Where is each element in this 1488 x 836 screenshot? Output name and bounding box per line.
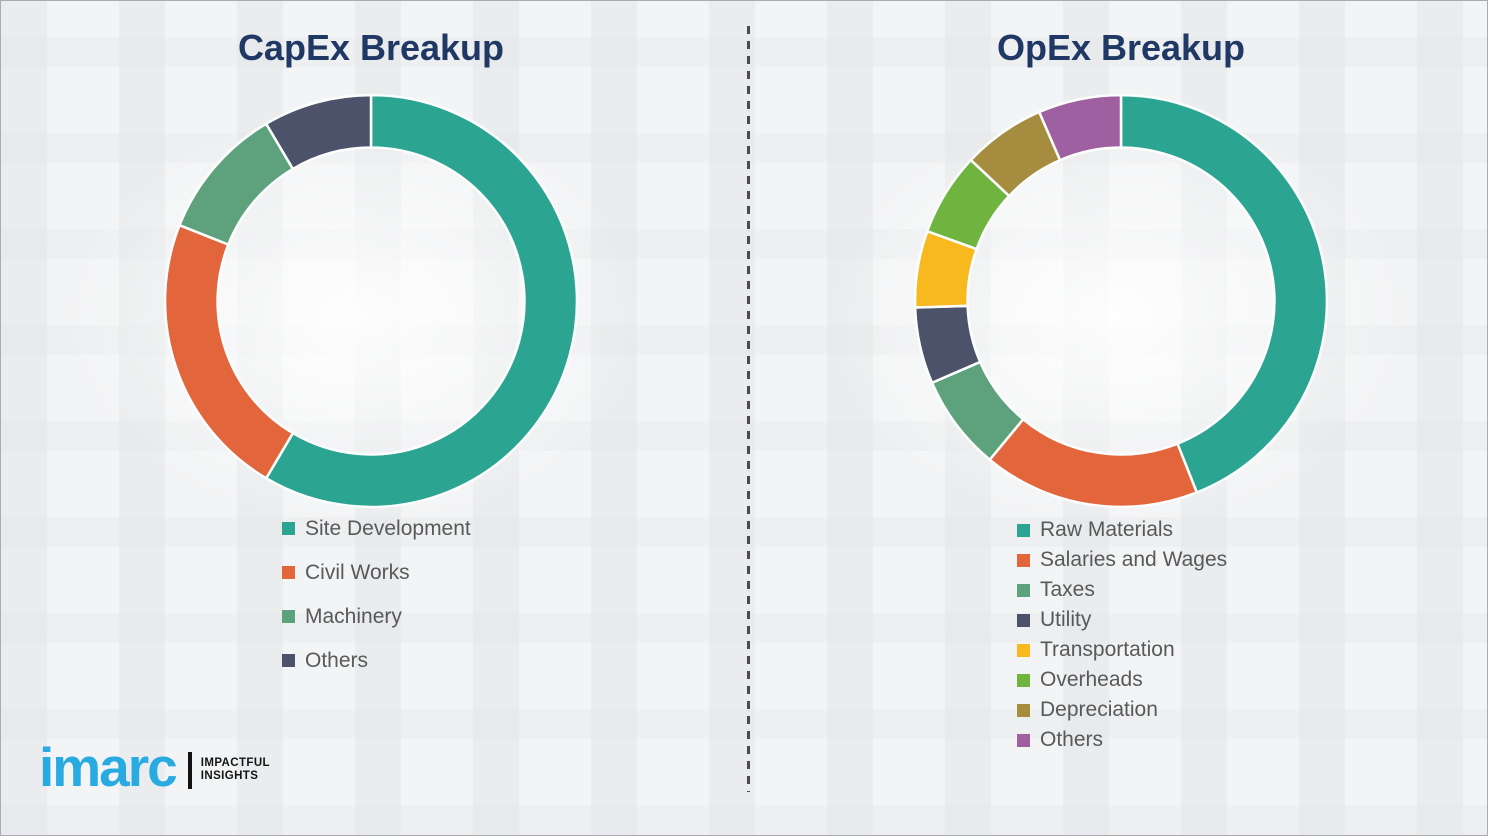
legend-item: Taxes: [1017, 575, 1227, 605]
opex-legend: Raw Materials Salaries and Wages Taxes Util…: [1017, 515, 1227, 755]
imarc-logo: imarc IMPACTFUL INSIGHTS: [39, 737, 270, 797]
logo-tagline: IMPACTFUL INSIGHTS: [201, 757, 270, 784]
legend-item: Raw Materials: [1017, 515, 1227, 545]
donut-segment-site-development: [264, 93, 579, 509]
legend-label: Site Development: [305, 516, 471, 540]
opex-chart-title: OpEx Breakup: [996, 27, 1246, 68]
legend-label: Transportation: [1040, 638, 1175, 661]
legend-swatch-icon: [1017, 673, 1030, 687]
legend-label: Depreciation: [1040, 698, 1158, 721]
capex-chart-title: CapEx Breakup: [237, 27, 505, 68]
legend-item: Transportation: [1017, 635, 1227, 665]
legend-label: Taxes: [1040, 578, 1095, 601]
donut-segment-salaries-and-wages: [988, 417, 1199, 509]
legend-item: Civil Works: [282, 557, 471, 588]
legend-swatch-icon: [1017, 733, 1030, 747]
donut-segment-civil-works: [163, 223, 295, 480]
donut-segment-others: [1037, 93, 1123, 162]
legend-label: Civil Works: [305, 560, 410, 584]
legend-swatch-icon: [1017, 523, 1030, 537]
legend-label: Machinery: [305, 604, 402, 628]
vertical-dashed-divider: [747, 26, 750, 792]
legend-swatch-icon: [1017, 613, 1030, 627]
legend-item: Salaries and Wages: [1017, 545, 1227, 575]
legend-label: Others: [1040, 728, 1104, 751]
imarc-logo-wordmark: imarc: [39, 736, 178, 798]
legend-swatch-icon: [1017, 583, 1030, 597]
legend-item: Others: [1017, 725, 1227, 755]
legend-swatch-icon: [282, 522, 295, 535]
legend-label: Salaries and Wages: [1040, 548, 1228, 571]
legend-item: Overheads: [1017, 665, 1227, 695]
legend-item: Depreciation: [1017, 695, 1227, 725]
legend-swatch-icon: [282, 566, 295, 579]
legend-item: Utility: [1017, 605, 1227, 635]
logo-tagline-line2: INSIGHTS: [200, 770, 259, 782]
opex-donut-chart: [913, 93, 1329, 509]
legend-item: Machinery: [282, 601, 471, 632]
legend-swatch-icon: [1017, 703, 1030, 717]
legend-item: Site Development: [282, 513, 471, 544]
logo-divider-bar: [187, 751, 192, 789]
legend-swatch-icon: [282, 654, 295, 667]
legend-label: Raw Materials: [1040, 518, 1174, 541]
donut-segment-others: [264, 93, 373, 171]
legend-swatch-icon: [1017, 553, 1030, 567]
legend-label: Others: [305, 648, 369, 672]
donut-segment-raw-materials: [1119, 93, 1329, 494]
legend-swatch-icon: [1017, 643, 1030, 657]
legend-label: Utility: [1040, 608, 1092, 631]
capex-legend: Site Development Civil Works Machinery Othe…: [282, 513, 471, 689]
capex-donut-chart: [163, 93, 579, 509]
legend-label: Overheads: [1040, 668, 1143, 691]
legend-item: Others: [282, 645, 471, 676]
logo-tagline-line1: IMPACTFUL: [200, 756, 270, 769]
legend-swatch-icon: [282, 610, 295, 623]
